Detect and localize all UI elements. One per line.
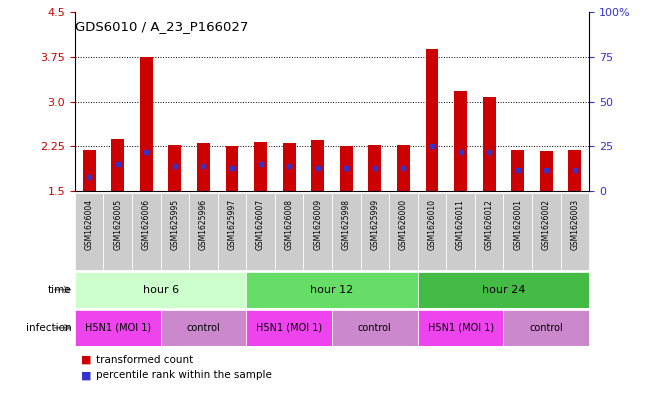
Text: control: control [529,323,563,333]
Bar [161,310,246,346]
Bar [397,145,410,191]
Text: hour 12: hour 12 [311,285,353,295]
Bar [426,49,438,191]
Bar [561,193,589,270]
Text: GSM1626012: GSM1626012 [484,199,493,250]
Bar [568,151,581,191]
Text: hour 6: hour 6 [143,285,178,295]
Bar [454,92,467,191]
Bar [418,310,503,346]
Bar [340,146,353,191]
Bar [189,193,217,270]
Text: GSM1626000: GSM1626000 [399,199,408,250]
Text: GSM1626011: GSM1626011 [456,199,465,250]
Bar [275,193,303,270]
Text: GSM1625997: GSM1625997 [227,199,236,250]
Text: GSM1626009: GSM1626009 [313,199,322,250]
Bar [132,193,161,270]
Bar [111,139,124,191]
Bar [246,193,275,270]
Bar [532,193,561,270]
Bar [483,97,495,191]
Text: GSM1626006: GSM1626006 [142,199,151,250]
Text: GSM1625998: GSM1625998 [342,199,351,250]
Bar [83,151,96,191]
Bar [418,272,589,308]
Text: ■: ■ [81,370,96,380]
Text: control: control [358,323,392,333]
Text: GSM1626005: GSM1626005 [113,199,122,250]
Bar [311,140,324,191]
Bar [389,193,418,270]
Text: time: time [48,285,72,295]
Text: GSM1626002: GSM1626002 [542,199,551,250]
Text: GSM1626004: GSM1626004 [85,199,94,250]
Bar [254,141,267,191]
Bar [540,151,553,191]
Bar [332,193,361,270]
Text: GDS6010 / A_23_P166027: GDS6010 / A_23_P166027 [75,20,248,33]
Text: infection: infection [26,323,72,333]
Bar [283,143,296,191]
Text: transformed count: transformed count [96,354,193,365]
Bar [447,193,475,270]
Bar [503,193,532,270]
Text: GSM1626007: GSM1626007 [256,199,265,250]
Text: ■: ■ [81,354,96,365]
Bar [217,193,246,270]
Bar [104,193,132,270]
Text: control: control [187,323,220,333]
Bar [197,143,210,191]
Text: H5N1 (MOI 1): H5N1 (MOI 1) [428,323,493,333]
Bar [361,193,389,270]
Text: hour 24: hour 24 [482,285,525,295]
Bar [169,145,181,191]
Text: GSM1625995: GSM1625995 [171,199,180,250]
Text: GSM1625996: GSM1625996 [199,199,208,250]
Bar [511,151,524,191]
Text: GSM1626003: GSM1626003 [570,199,579,250]
Bar [246,272,418,308]
Bar [475,193,503,270]
Bar [75,310,161,346]
Text: H5N1 (MOI 1): H5N1 (MOI 1) [85,323,151,333]
Text: GSM1625999: GSM1625999 [370,199,380,250]
Text: GSM1626010: GSM1626010 [428,199,437,250]
Bar [368,145,381,191]
Text: GSM1626008: GSM1626008 [284,199,294,250]
Bar [226,146,238,191]
Bar [418,193,447,270]
Text: GSM1626001: GSM1626001 [513,199,522,250]
Bar [332,310,418,346]
Text: H5N1 (MOI 1): H5N1 (MOI 1) [256,323,322,333]
Bar [161,193,189,270]
Bar [246,310,332,346]
Bar [140,57,153,191]
Bar [75,272,246,308]
Bar [303,193,332,270]
Bar [503,310,589,346]
Text: percentile rank within the sample: percentile rank within the sample [96,370,271,380]
Bar [75,193,104,270]
